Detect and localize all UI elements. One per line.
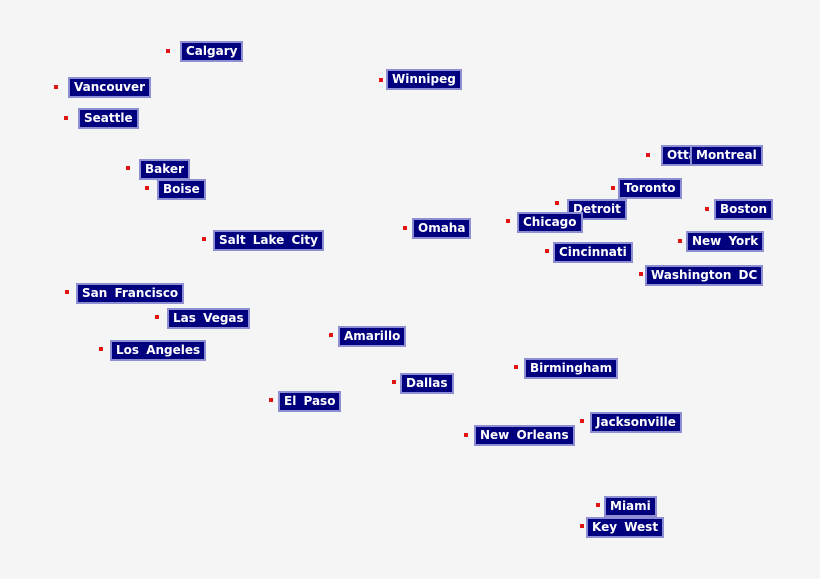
city-marker-washington-dc[interactable] xyxy=(639,272,643,276)
city-label-birmingham[interactable]: Birmingham xyxy=(524,358,619,379)
city-marker-baker[interactable] xyxy=(126,166,130,170)
city-marker-cincinnati[interactable] xyxy=(545,249,549,253)
city-marker-boston[interactable] xyxy=(705,207,709,211)
city-label-new-york[interactable]: New York xyxy=(686,231,765,252)
city-label-vancouver[interactable]: Vancouver xyxy=(68,77,152,98)
city-marker-chicago[interactable] xyxy=(506,219,510,223)
city-label-las-vegas[interactable]: Las Vegas xyxy=(167,308,250,329)
city-marker-los-angeles[interactable] xyxy=(99,347,103,351)
city-marker-san-francisco[interactable] xyxy=(65,290,69,294)
city-label-seattle[interactable]: Seattle xyxy=(78,108,139,129)
city-marker-el-paso[interactable] xyxy=(269,398,273,402)
city-label-el-paso[interactable]: El Paso xyxy=(278,391,342,412)
city-marker-new-orleans[interactable] xyxy=(464,433,468,437)
city-label-miami[interactable]: Miami xyxy=(604,496,657,517)
city-marker-dallas[interactable] xyxy=(392,380,396,384)
city-marker-miami[interactable] xyxy=(596,503,600,507)
city-label-salt-lake-city[interactable]: Salt Lake City xyxy=(213,230,324,251)
city-label-chicago[interactable]: Chicago xyxy=(517,212,583,233)
city-marker-salt-lake-city[interactable] xyxy=(202,237,206,241)
city-label-dallas[interactable]: Dallas xyxy=(400,373,454,394)
city-marker-winnipeg[interactable] xyxy=(379,78,383,82)
city-label-key-west[interactable]: Key West xyxy=(586,517,665,538)
city-label-new-orleans[interactable]: New Orleans xyxy=(474,425,575,446)
city-marker-boise[interactable] xyxy=(145,186,149,190)
city-label-omaha[interactable]: Omaha xyxy=(412,218,472,239)
city-label-toronto[interactable]: Toronto xyxy=(618,178,682,199)
city-label-boston[interactable]: Boston xyxy=(714,199,774,220)
city-marker-amarillo[interactable] xyxy=(329,333,333,337)
city-marker-toronto[interactable] xyxy=(611,186,615,190)
city-marker-las-vegas[interactable] xyxy=(155,315,159,319)
city-label-jacksonville[interactable]: Jacksonville xyxy=(590,412,682,433)
city-marker-vancouver[interactable] xyxy=(54,85,58,89)
city-label-calgary[interactable]: Calgary xyxy=(180,41,244,62)
city-label-winnipeg[interactable]: Winnipeg xyxy=(386,69,462,90)
city-label-los-angeles[interactable]: Los Angeles xyxy=(110,340,207,361)
city-label-boise[interactable]: Boise xyxy=(157,179,206,200)
city-marker-seattle[interactable] xyxy=(64,116,68,120)
city-marker-key-west[interactable] xyxy=(580,524,584,528)
city-label-cincinnati[interactable]: Cincinnati xyxy=(553,242,633,263)
city-marker-birmingham[interactable] xyxy=(514,365,518,369)
city-label-montreal[interactable]: Montreal xyxy=(690,145,763,166)
city-label-san-francisco[interactable]: San Francisco xyxy=(76,283,185,304)
city-label-washington-dc[interactable]: Washington DC xyxy=(645,265,764,286)
city-marker-omaha[interactable] xyxy=(403,226,407,230)
city-marker-calgary[interactable] xyxy=(166,49,170,53)
city-marker-new-york[interactable] xyxy=(678,239,682,243)
city-marker-ottawa[interactable] xyxy=(646,153,650,157)
city-marker-jacksonville[interactable] xyxy=(580,419,584,423)
city-marker-detroit[interactable] xyxy=(555,201,559,205)
city-label-baker[interactable]: Baker xyxy=(139,159,190,180)
city-label-amarillo[interactable]: Amarillo xyxy=(338,326,407,347)
